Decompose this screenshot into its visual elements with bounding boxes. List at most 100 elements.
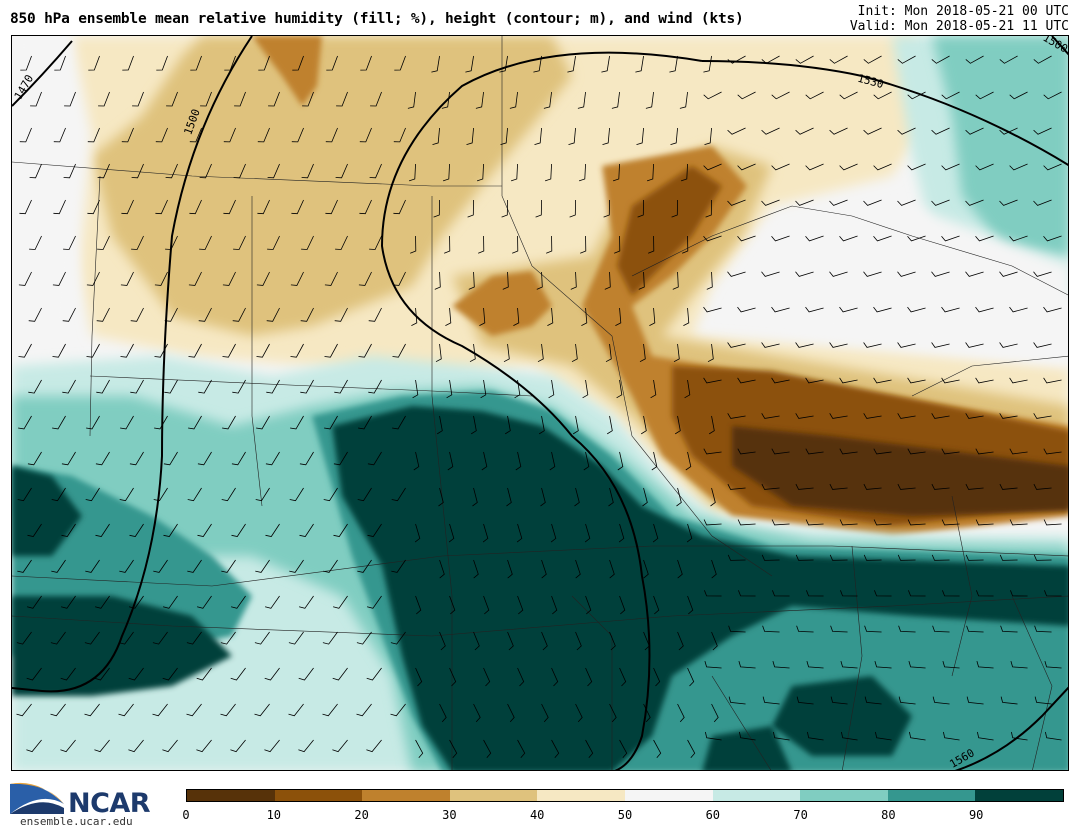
wind-barb — [291, 127, 304, 143]
wind-barb — [795, 483, 814, 490]
wind-barb — [288, 631, 304, 645]
wind-barb — [762, 625, 780, 633]
wind-barb — [132, 91, 144, 107]
wind-barb — [839, 377, 858, 384]
wind-barb — [638, 271, 645, 290]
wind-barb — [874, 660, 892, 669]
wind-barb — [549, 451, 556, 471]
wind-barb — [617, 451, 624, 471]
contour-1500-west — [12, 36, 253, 693]
wind-barb — [369, 235, 382, 250]
wind-barb — [289, 559, 304, 573]
wind-barb — [671, 199, 678, 218]
wind-barb — [230, 595, 246, 609]
wind-barb — [480, 379, 487, 399]
wind-barb — [932, 625, 950, 633]
wind-barb — [335, 163, 348, 179]
wind-barb — [1033, 413, 1052, 419]
wind-barb — [27, 523, 42, 537]
wind-barb — [839, 448, 858, 455]
wind-barb — [265, 451, 280, 466]
wind-barb — [897, 271, 916, 277]
wind-barb — [863, 483, 882, 490]
wind-barb — [301, 235, 314, 250]
wind-barb — [332, 667, 348, 681]
wind-barb — [829, 199, 848, 206]
wind-barb — [873, 377, 892, 384]
wind-barb — [324, 271, 338, 286]
wind-barb — [264, 667, 280, 681]
wind-barb — [771, 306, 790, 313]
wind-barb — [54, 55, 66, 71]
wind-barb — [507, 559, 513, 579]
wind-barb — [357, 559, 372, 573]
colorbar-ticks: 0 10 20 30 40 50 60 70 80 90 — [182, 808, 1064, 824]
wind-barb — [465, 55, 474, 73]
wind-barb — [433, 199, 440, 218]
wind-barb — [975, 91, 994, 100]
wind-barb — [439, 631, 446, 651]
wind-barb — [864, 696, 882, 705]
wind-barb — [473, 703, 481, 723]
contour-1470 — [12, 40, 73, 107]
wind-barb — [300, 307, 314, 322]
wind-barb — [829, 55, 848, 64]
wind-barb — [153, 487, 168, 502]
wind-barb — [442, 163, 450, 182]
wind-barb — [567, 55, 576, 73]
wind-barb — [796, 696, 814, 705]
wind-barb — [829, 127, 848, 135]
wind-barb — [535, 199, 542, 218]
wind-barb — [84, 703, 100, 717]
wind-barb — [575, 559, 581, 579]
wind-barb — [444, 235, 451, 254]
wind-barb — [356, 631, 372, 645]
wind-barb — [907, 448, 926, 455]
wind-barb — [288, 703, 304, 717]
wind-barb — [332, 739, 348, 753]
wind-barb — [50, 703, 66, 717]
wind-barb — [672, 271, 679, 290]
wind-barb — [642, 487, 648, 507]
wind-barbs — [16, 55, 1062, 759]
wind-barb — [863, 199, 882, 206]
wind-barb — [510, 163, 518, 182]
humidity-map[interactable]: 1470 1500 1530 1500 1560 — [11, 35, 1069, 771]
wind-barb — [199, 235, 212, 250]
wind-barb — [677, 559, 683, 579]
wind-barb — [805, 519, 824, 526]
wind-barb — [187, 487, 202, 502]
wind-barb — [128, 595, 144, 609]
wind-barb — [189, 199, 202, 215]
wind-barb — [393, 199, 406, 215]
wind-barb — [96, 379, 110, 394]
wind-barb — [897, 413, 916, 419]
logo-url: ensemble.ucar.edu — [20, 815, 133, 828]
wind-barb — [703, 55, 712, 73]
wind-barb — [366, 667, 382, 681]
wind-barb — [131, 163, 144, 179]
wind-barb — [120, 271, 134, 286]
wind-barb — [18, 415, 32, 430]
wind-barb — [163, 523, 178, 537]
wind-barb — [805, 377, 824, 384]
wind-barb — [540, 487, 546, 507]
wind-barb — [98, 91, 110, 107]
wind-barb — [264, 739, 280, 753]
wind-barb — [291, 199, 304, 215]
wind-barb — [908, 590, 926, 597]
colorbar-swatch — [187, 790, 275, 801]
wind-barb — [907, 519, 926, 526]
wind-barb — [795, 127, 814, 135]
wind-barb — [232, 379, 246, 394]
wind-barb — [358, 415, 372, 430]
wind-barb — [571, 343, 578, 363]
wind-barb — [1044, 660, 1062, 669]
wind-barb — [677, 703, 685, 723]
wind-barb — [1043, 448, 1062, 455]
wind-barb — [152, 703, 168, 717]
wind-barb — [707, 343, 714, 363]
wind-barb — [727, 127, 746, 135]
wind-barb — [619, 595, 626, 615]
wind-barb — [502, 271, 509, 290]
